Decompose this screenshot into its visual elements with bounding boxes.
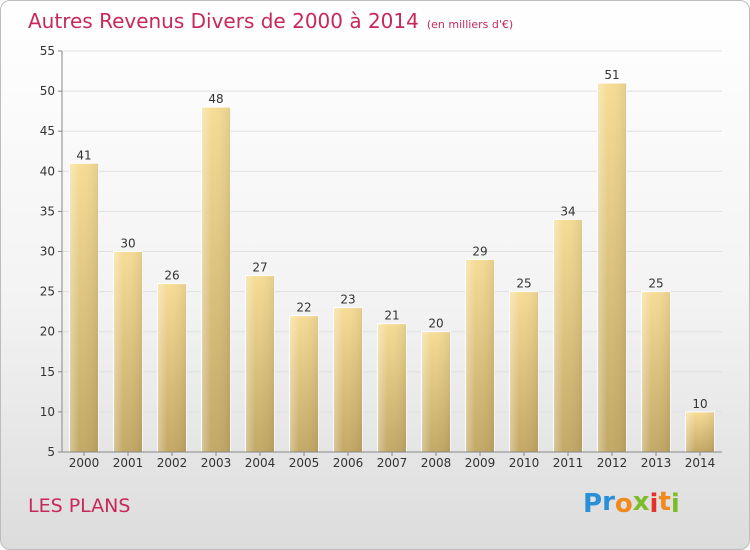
axes — [58, 50, 722, 456]
x-tick-label: 2009 — [465, 456, 496, 470]
y-tick-label: 15 — [40, 365, 55, 379]
value-label: 23 — [340, 293, 355, 307]
bar-highlight — [597, 83, 627, 452]
logo-letter: x — [632, 487, 650, 517]
x-tick-label: 2008 — [421, 456, 452, 470]
x-tick-label: 2014 — [685, 456, 716, 470]
x-tick-label: 2003 — [201, 456, 232, 470]
bar-highlight — [69, 163, 99, 452]
y-tick-label: 10 — [40, 405, 55, 419]
y-tick-label: 40 — [40, 164, 55, 178]
town-name: LES PLANS — [28, 495, 131, 517]
chart-title: Autres Revenus Divers de 2000 à 2014 (en … — [28, 9, 513, 33]
y-tick-label: 35 — [40, 204, 55, 218]
chart-unit: (en milliers d'€) — [426, 18, 514, 31]
value-label: 41 — [76, 148, 91, 162]
bar-highlight — [553, 219, 583, 452]
value-label: 25 — [516, 277, 531, 291]
bar-highlight — [333, 307, 363, 452]
value-label: 22 — [296, 301, 311, 315]
bar-highlight — [245, 275, 275, 452]
bar-highlight — [509, 291, 539, 452]
value-label: 25 — [648, 277, 663, 291]
y-tick-label: 45 — [40, 124, 55, 138]
y-tick-label: 5 — [47, 445, 55, 459]
value-label: 30 — [120, 237, 135, 251]
chart-title-text: Autres Revenus Divers de 2000 à 2014 — [28, 9, 419, 33]
x-tick-label: 2010 — [509, 456, 540, 470]
value-label: 26 — [164, 269, 179, 283]
y-tick-label: 20 — [40, 325, 55, 339]
x-tick-label: 2007 — [377, 456, 408, 470]
x-tick-label: 2012 — [597, 456, 628, 470]
x-tick-label: 2011 — [553, 456, 584, 470]
value-label: 51 — [604, 68, 619, 82]
y-tick-label: 50 — [40, 84, 55, 98]
y-tick-label: 55 — [40, 44, 55, 58]
bar-highlight — [157, 283, 187, 452]
value-label: 10 — [692, 397, 707, 411]
x-tick-label: 2005 — [289, 456, 320, 470]
value-label: 48 — [208, 92, 223, 106]
bar-highlight — [465, 259, 495, 452]
bar-highlight — [641, 291, 671, 452]
value-label: 29 — [472, 245, 487, 259]
x-tick-label: 2000 — [69, 456, 100, 470]
value-label: 34 — [560, 204, 575, 218]
x-tick-label: 2006 — [333, 456, 364, 470]
logo-letter: i — [649, 489, 659, 519]
value-label: 21 — [384, 309, 399, 323]
x-tick-label: 2004 — [245, 456, 276, 470]
y-tick-label: 25 — [40, 285, 55, 299]
bar-highlight — [377, 323, 407, 452]
bar-highlight — [421, 331, 451, 452]
bar-highlight — [201, 107, 231, 452]
logo-letter: i — [670, 489, 680, 519]
logo-letter: r — [602, 487, 615, 517]
bar-highlight — [289, 315, 319, 452]
proxiti-logo[interactable]: Proxiti — [583, 487, 680, 519]
bar-highlight — [113, 251, 143, 452]
value-label: 20 — [428, 317, 443, 331]
x-tick-label: 2001 — [113, 456, 144, 470]
bar-highlight — [685, 411, 715, 452]
y-tick-label: 30 — [40, 245, 55, 259]
labels: 5 10 15 20 25 30 35 40 45 50 55 41 2000 30 2001 26 2002 4… — [40, 44, 716, 470]
logo-letter: t — [658, 487, 671, 517]
logo-letter: o — [614, 489, 633, 519]
x-tick-label: 2013 — [641, 456, 672, 470]
x-tick-label: 2002 — [157, 456, 188, 470]
value-label: 27 — [252, 261, 267, 275]
bars — [69, 82, 715, 453]
logo-letter: P — [583, 489, 603, 519]
